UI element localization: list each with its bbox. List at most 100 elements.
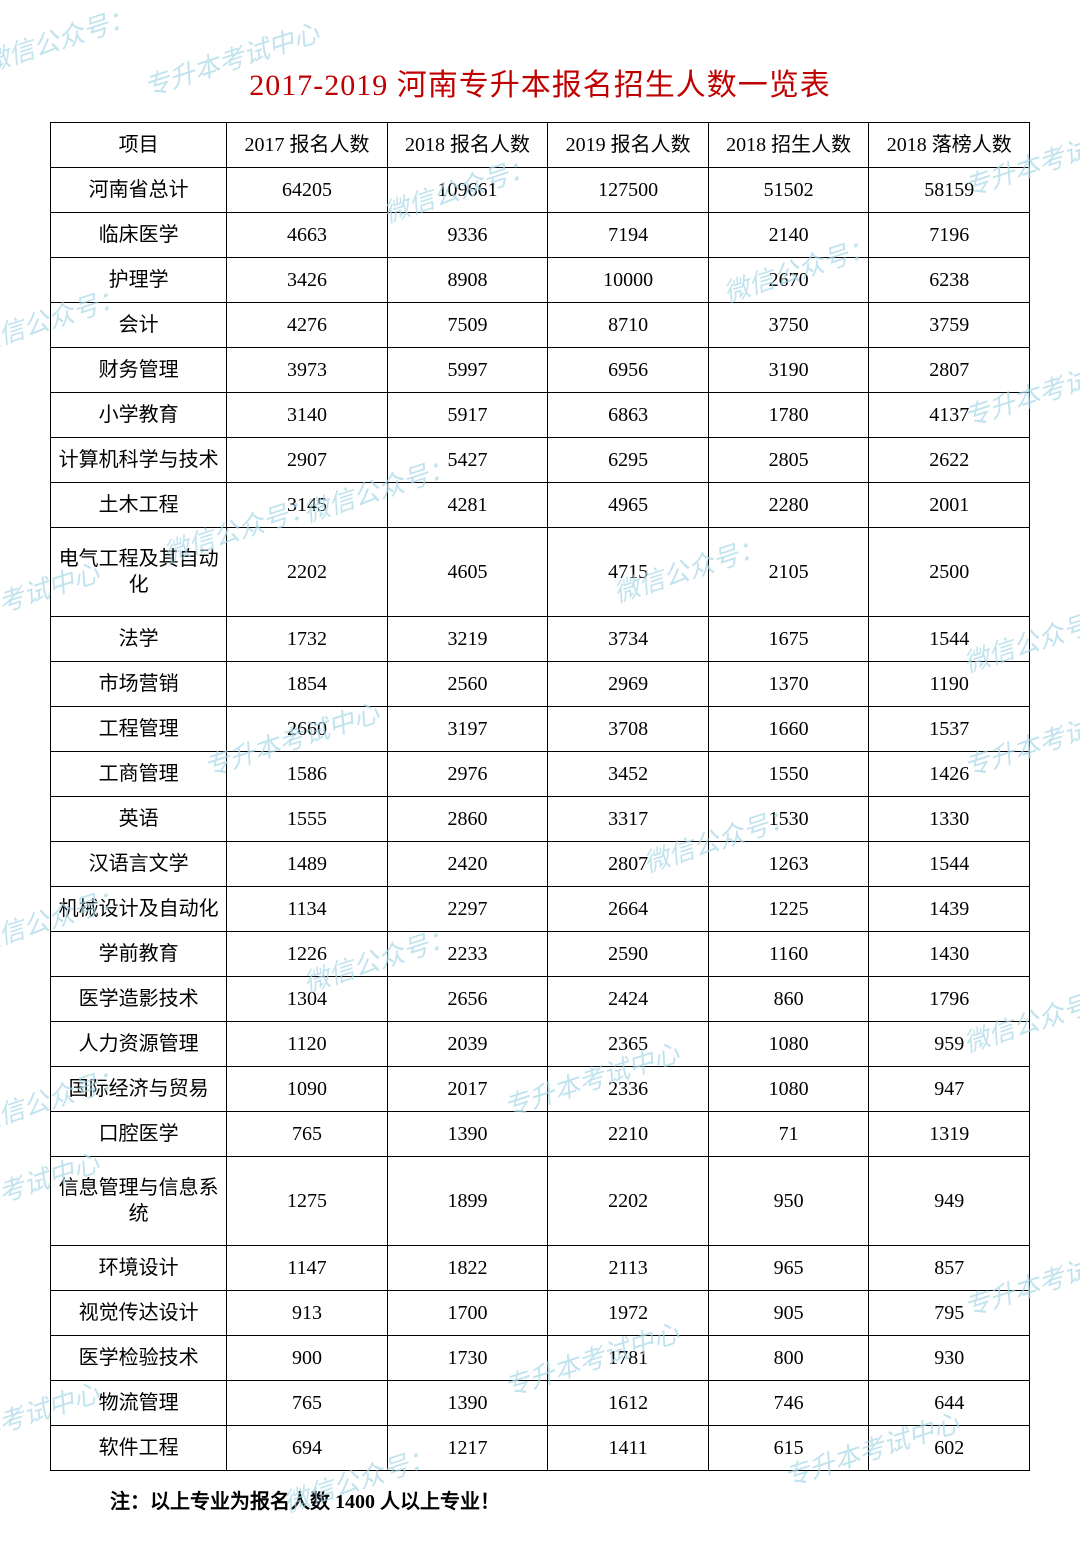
value-cell: 3759 — [869, 303, 1030, 348]
value-cell: 2017 — [387, 1067, 548, 1112]
value-cell: 1225 — [708, 887, 869, 932]
value-cell: 51502 — [708, 168, 869, 213]
value-cell: 64205 — [227, 168, 388, 213]
table-row: 国际经济与贸易1090201723361080947 — [51, 1067, 1030, 1112]
table-row: 河南省总计642051096611275005150258159 — [51, 168, 1030, 213]
value-cell: 2113 — [548, 1246, 709, 1291]
value-cell: 7196 — [869, 213, 1030, 258]
value-cell: 1411 — [548, 1426, 709, 1471]
value-cell: 2420 — [387, 842, 548, 887]
value-cell: 9336 — [387, 213, 548, 258]
value-cell: 2590 — [548, 932, 709, 977]
table-row: 人力资源管理1120203923651080959 — [51, 1022, 1030, 1067]
table-row: 市场营销18542560296913701190 — [51, 662, 1030, 707]
value-cell: 1675 — [708, 617, 869, 662]
major-cell: 医学检验技术 — [51, 1336, 227, 1381]
major-cell: 土木工程 — [51, 483, 227, 528]
value-cell: 930 — [869, 1336, 1030, 1381]
value-cell: 3426 — [227, 258, 388, 303]
value-cell: 1430 — [869, 932, 1030, 977]
table-row: 计算机科学与技术29075427629528052622 — [51, 438, 1030, 483]
major-cell: 工商管理 — [51, 752, 227, 797]
value-cell: 900 — [227, 1336, 388, 1381]
value-cell: 6956 — [548, 348, 709, 393]
table-row: 汉语言文学14892420280712631544 — [51, 842, 1030, 887]
value-cell: 947 — [869, 1067, 1030, 1112]
value-cell: 1555 — [227, 797, 388, 842]
value-cell: 644 — [869, 1381, 1030, 1426]
table-row: 工商管理15862976345215501426 — [51, 752, 1030, 797]
value-cell: 602 — [869, 1426, 1030, 1471]
major-cell: 河南省总计 — [51, 168, 227, 213]
value-cell: 860 — [708, 977, 869, 1022]
major-cell: 口腔医学 — [51, 1112, 227, 1157]
major-cell: 机械设计及自动化 — [51, 887, 227, 932]
value-cell: 1796 — [869, 977, 1030, 1022]
table-row: 信息管理与信息系统127518992202950949 — [51, 1157, 1030, 1246]
major-cell: 国际经济与贸易 — [51, 1067, 227, 1112]
value-cell: 1537 — [869, 707, 1030, 752]
value-cell: 1612 — [548, 1381, 709, 1426]
value-cell: 2140 — [708, 213, 869, 258]
value-cell: 3317 — [548, 797, 709, 842]
major-cell: 会计 — [51, 303, 227, 348]
value-cell: 1390 — [387, 1112, 548, 1157]
value-cell: 1330 — [869, 797, 1030, 842]
table-row: 小学教育31405917686317804137 — [51, 393, 1030, 438]
value-cell: 1972 — [548, 1291, 709, 1336]
value-cell: 1426 — [869, 752, 1030, 797]
table-row: 土木工程31454281496522802001 — [51, 483, 1030, 528]
value-cell: 3219 — [387, 617, 548, 662]
value-cell: 950 — [708, 1157, 869, 1246]
value-cell: 2500 — [869, 528, 1030, 617]
value-cell: 4715 — [548, 528, 709, 617]
value-cell: 7509 — [387, 303, 548, 348]
value-cell: 2860 — [387, 797, 548, 842]
value-cell: 3734 — [548, 617, 709, 662]
major-cell: 学前教育 — [51, 932, 227, 977]
value-cell: 2560 — [387, 662, 548, 707]
value-cell: 109661 — [387, 168, 548, 213]
value-cell: 2660 — [227, 707, 388, 752]
col-header: 2017 报名人数 — [227, 123, 388, 168]
value-cell: 1854 — [227, 662, 388, 707]
major-cell: 电气工程及其自动化 — [51, 528, 227, 617]
table-row: 护理学342689081000026706238 — [51, 258, 1030, 303]
value-cell: 3140 — [227, 393, 388, 438]
major-cell: 视觉传达设计 — [51, 1291, 227, 1336]
value-cell: 5917 — [387, 393, 548, 438]
value-cell: 3452 — [548, 752, 709, 797]
table-row: 工程管理26603197370816601537 — [51, 707, 1030, 752]
table-row: 财务管理39735997695631902807 — [51, 348, 1030, 393]
value-cell: 2336 — [548, 1067, 709, 1112]
value-cell: 765 — [227, 1112, 388, 1157]
value-cell: 913 — [227, 1291, 388, 1336]
value-cell: 1134 — [227, 887, 388, 932]
value-cell: 3750 — [708, 303, 869, 348]
value-cell: 1226 — [227, 932, 388, 977]
value-cell: 1730 — [387, 1336, 548, 1381]
value-cell: 5997 — [387, 348, 548, 393]
major-cell: 计算机科学与技术 — [51, 438, 227, 483]
major-cell: 小学教育 — [51, 393, 227, 438]
col-header: 2018 落榜人数 — [869, 123, 1030, 168]
value-cell: 7194 — [548, 213, 709, 258]
value-cell: 1781 — [548, 1336, 709, 1381]
major-cell: 临床医学 — [51, 213, 227, 258]
value-cell: 2807 — [869, 348, 1030, 393]
value-cell: 71 — [708, 1112, 869, 1157]
value-cell: 2969 — [548, 662, 709, 707]
value-cell: 2807 — [548, 842, 709, 887]
table-row: 学前教育12262233259011601430 — [51, 932, 1030, 977]
value-cell: 765 — [227, 1381, 388, 1426]
value-cell: 1732 — [227, 617, 388, 662]
value-cell: 1304 — [227, 977, 388, 1022]
value-cell: 58159 — [869, 168, 1030, 213]
value-cell: 949 — [869, 1157, 1030, 1246]
value-cell: 4605 — [387, 528, 548, 617]
major-cell: 信息管理与信息系统 — [51, 1157, 227, 1246]
table-row: 医学造影技术1304265624248601796 — [51, 977, 1030, 1022]
table-row: 电气工程及其自动化22024605471521052500 — [51, 528, 1030, 617]
value-cell: 3197 — [387, 707, 548, 752]
table-row: 机械设计及自动化11342297266412251439 — [51, 887, 1030, 932]
